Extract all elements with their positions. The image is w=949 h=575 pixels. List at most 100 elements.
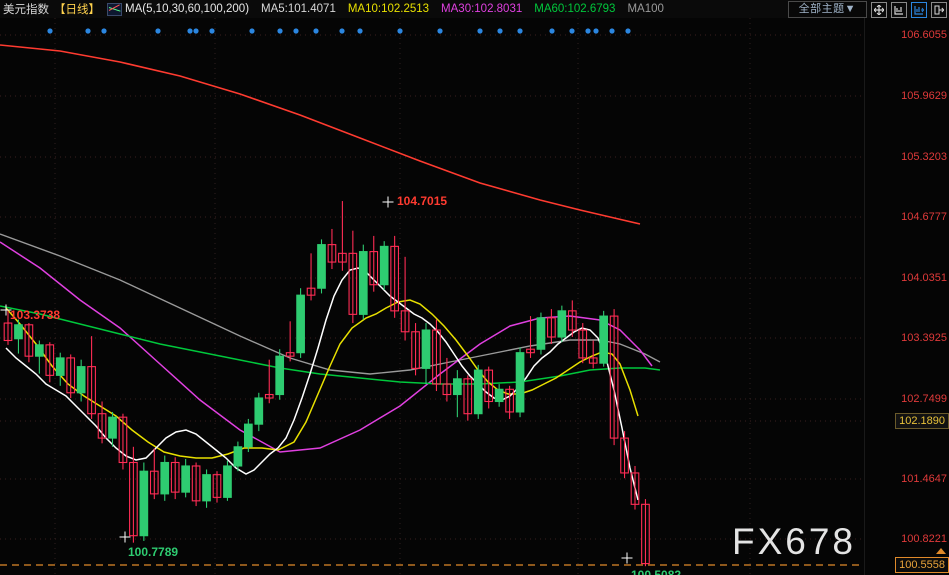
candle-body	[97, 413, 107, 439]
price-extreme-marker	[0, 304, 12, 316]
candle-body	[588, 357, 598, 364]
ma-formula-label: MA(5,10,30,60,100,200)	[125, 3, 250, 15]
event-marker-dot[interactable]	[249, 28, 255, 34]
event-marker-dot[interactable]	[593, 28, 599, 34]
event-marker-dot[interactable]	[187, 28, 193, 34]
price-axis-label: 103.3925	[901, 332, 947, 344]
chart-fit-tool-icon[interactable]	[911, 1, 927, 18]
event-marker-dot[interactable]	[357, 28, 363, 34]
candle-body	[275, 355, 285, 396]
candle-body	[264, 393, 274, 399]
candle-body	[108, 416, 117, 439]
candle-body	[578, 329, 588, 359]
candle-body	[24, 324, 34, 357]
price-axis-label: 105.3203	[901, 151, 947, 163]
candle-body	[348, 252, 358, 315]
candle-body	[223, 465, 232, 498]
axis-alert-arrow-icon[interactable]	[936, 548, 946, 554]
event-marker-dot[interactable]	[277, 28, 283, 34]
event-marker-dot[interactable]	[585, 28, 591, 34]
ma-values-group: MA5:101.4071 MA10:102.2513 MA30:102.8031 MA…	[254, 3, 669, 15]
candle-body	[557, 310, 567, 338]
ma-indicator-icon[interactable]	[107, 2, 122, 16]
event-marker-dot[interactable]	[549, 28, 555, 34]
event-marker-dot[interactable]	[293, 28, 299, 34]
event-marker-dot[interactable]	[397, 28, 403, 34]
event-marker-dot[interactable]	[313, 28, 319, 34]
crosshair-tool-icon[interactable]	[871, 1, 887, 18]
ma60-value: MA60:102.6793	[534, 3, 616, 15]
price-extreme-marker	[382, 196, 394, 208]
low-annotation: 100.7789	[128, 545, 179, 559]
candle-body	[149, 470, 159, 495]
price-chart-plot[interactable]: 104.7015 103.3738 100.7789 100.5082 FX678	[0, 18, 864, 575]
symbol-name: 美元指数	[3, 4, 49, 16]
candle-body	[254, 397, 264, 425]
candle-body	[3, 322, 13, 342]
event-marker-dot[interactable]	[609, 28, 615, 34]
candle-body	[379, 245, 389, 286]
ma100-value: MA100	[627, 3, 664, 15]
event-marker-dot[interactable]	[497, 28, 503, 34]
candlesticks	[3, 201, 650, 567]
price-axis-label: 100.8221	[901, 533, 947, 545]
event-marker-dot[interactable]	[339, 28, 345, 34]
ma200-line	[0, 44, 641, 225]
candle-body	[191, 465, 201, 502]
candle-body	[484, 369, 494, 403]
ma60-line	[0, 305, 661, 385]
ma30-value: MA30:102.8031	[441, 3, 523, 15]
theme-select-button[interactable]: 全部主题▼	[787, 1, 867, 18]
ma30-line	[0, 241, 653, 453]
price-axis-label: 105.9629	[901, 90, 947, 102]
ma100-line	[0, 233, 661, 375]
candle-body	[432, 329, 441, 385]
candle-body	[494, 388, 504, 403]
vertical-scale-tool-icon[interactable]	[891, 1, 907, 18]
event-marker-dot[interactable]	[155, 28, 161, 34]
candle-body	[599, 315, 608, 364]
event-marker-dot[interactable]	[47, 28, 53, 34]
event-marker-dot[interactable]	[193, 28, 199, 34]
event-marker-dot[interactable]	[569, 28, 575, 34]
candle-body	[317, 244, 326, 289]
candle-body	[536, 317, 546, 350]
event-marker-dot[interactable]	[101, 28, 107, 34]
price-axis-label: 102.7499	[901, 393, 947, 405]
candle-body	[505, 388, 514, 413]
event-marker-dot[interactable]	[517, 28, 523, 34]
ma10-value: MA10:102.2513	[347, 3, 430, 15]
ma5-value: MA5:101.4071	[261, 3, 336, 15]
event-marker-dot[interactable]	[625, 28, 631, 34]
price-extreme-marker	[119, 531, 131, 543]
exit-tool-icon[interactable]	[931, 1, 947, 18]
event-marker-dot[interactable]	[85, 28, 91, 34]
header-toolbar: 全部主题▼	[787, 1, 947, 18]
event-marker-dot[interactable]	[209, 28, 215, 34]
event-marker-dot[interactable]	[477, 28, 483, 34]
candle-body	[285, 352, 295, 357]
candle-body	[34, 344, 44, 357]
candle-body	[296, 294, 305, 354]
candle-body	[139, 470, 149, 537]
candle-body	[14, 324, 23, 340]
price-axis[interactable]: 106.6055 105.9629 105.3203 104.6777 104.0351…	[864, 18, 949, 575]
candle-body	[76, 366, 86, 394]
price-axis-label: 101.4647	[901, 473, 947, 485]
candle-body	[55, 357, 65, 376]
candle-body	[129, 461, 138, 537]
event-marker-dot[interactable]	[437, 28, 443, 34]
candle-body	[442, 383, 452, 396]
candle-body	[118, 416, 128, 464]
high-annotation: 104.7015	[397, 194, 448, 208]
candle-body	[202, 474, 211, 502]
candle-body	[567, 310, 577, 331]
event-markers[interactable]	[47, 28, 631, 34]
ma10-line	[5, 299, 639, 459]
price-axis-label: 104.0351	[901, 272, 947, 284]
candle-body	[463, 378, 473, 415]
candlestick-svg	[0, 18, 864, 575]
candle-body	[327, 244, 337, 263]
candle-body	[609, 315, 619, 439]
